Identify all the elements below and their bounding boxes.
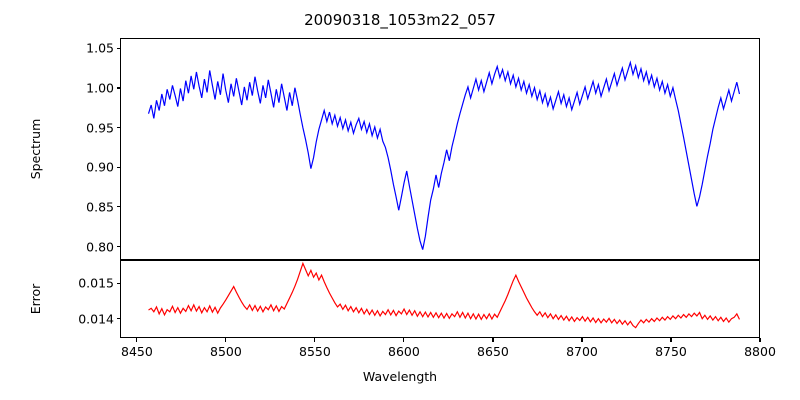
wavelength-tick-label: 8800 — [744, 344, 776, 359]
spectrum-ytick-label: 0.80 — [86, 239, 114, 255]
wavelength-tick-mark — [670, 338, 672, 342]
wavelength-tick-mark — [225, 338, 227, 342]
error-data-line — [148, 261, 741, 329]
spectrum-plot-area — [147, 60, 741, 250]
wavelength-tick-mark — [581, 338, 583, 342]
spectrum-ytick-mark — [116, 127, 120, 129]
spectrum-axes — [120, 38, 760, 260]
error-axes — [120, 260, 760, 338]
spectrum-ytick-label: 0.85 — [86, 199, 114, 215]
spectrum-data-line — [147, 60, 741, 250]
wavelength-tick-mark — [314, 338, 316, 342]
wavelength-tick-label: 8450 — [121, 344, 153, 359]
wavelength-tick-mark — [759, 338, 761, 342]
spectrum-ytick-mark — [116, 206, 120, 208]
wavelength-tick-label: 8500 — [210, 344, 242, 359]
spectrum-ytick-mark — [116, 87, 120, 89]
wavelength-axis-label: Wavelength — [362, 369, 438, 384]
wavelength-tick-label: 8700 — [566, 344, 598, 359]
wavelength-tick-label: 8550 — [299, 344, 331, 359]
error-ytick-label: 0.014 — [78, 311, 114, 326]
spectrum-ytick-label: 1.00 — [86, 80, 114, 96]
spectrum-ytick-label: 1.05 — [86, 40, 114, 56]
wavelength-tick-mark — [403, 338, 405, 342]
wavelength-tick-label: 8600 — [388, 344, 420, 359]
spectrum-ytick-label: 0.90 — [86, 159, 114, 175]
error-ytick-mark — [116, 318, 120, 320]
error-ytick-label: 0.015 — [78, 275, 114, 291]
error-ytick-mark — [116, 282, 120, 284]
spectrum-ytick-label: 0.95 — [86, 120, 114, 136]
wavelength-tick-label: 8750 — [655, 344, 687, 359]
spectrum-axis-label: Spectrum — [28, 118, 43, 180]
error-plot-area — [148, 261, 741, 329]
error-axis-label: Error — [28, 283, 43, 315]
wavelength-tick-mark — [492, 338, 494, 342]
figure-title: 20090318_1053m22_057 — [304, 11, 496, 29]
wavelength-tick-label: 8650 — [477, 344, 509, 359]
wavelength-tick-mark — [136, 338, 138, 342]
spectrum-ytick-mark — [116, 166, 120, 168]
spectrum-ytick-mark — [116, 246, 120, 248]
spectrum-ytick-mark — [116, 47, 120, 49]
